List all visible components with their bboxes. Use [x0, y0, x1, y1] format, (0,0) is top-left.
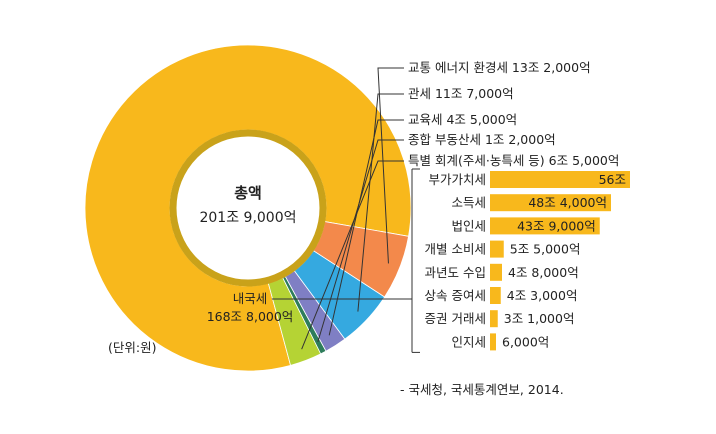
slice-label-0: 내국세 [233, 291, 268, 306]
slice-label-3: 교육세 4조 5,000억 [408, 112, 517, 127]
bar-value-1: 48조 4,000억 [528, 195, 607, 210]
leader-line-5 [377, 67, 404, 264]
bar-0 [490, 171, 630, 188]
bar-category-2: 법인세 [451, 218, 486, 233]
bar-category-3: 개별 소비세 [425, 242, 486, 257]
bar-value-4: 4조 8,000억 [508, 265, 579, 280]
bar-5 [490, 287, 501, 304]
slice-label-4: 관세 11조 7,000억 [408, 86, 514, 101]
bar-value-2: 43조 9,000억 [517, 218, 596, 233]
bar-7 [490, 333, 496, 351]
center-value: 201조 9,000억 [199, 210, 296, 226]
bar-category-6: 증권 거래세 [425, 311, 486, 326]
bar-1 [490, 194, 611, 212]
bar-value-7: 6,000억 [502, 334, 549, 349]
source-note: - 국세청, 국세통계연보, 2014. [400, 382, 564, 397]
slice-label-2: 종합 부동산세 1조 2,000억 [408, 132, 556, 147]
bar-4 [490, 263, 502, 281]
bar-3 [490, 240, 504, 258]
slice-value-0: 168조 8,000억 [207, 309, 294, 324]
donut-inner-ring [169, 129, 327, 287]
leader-line-3 [328, 119, 404, 336]
bar-value-5: 4조 3,000억 [507, 288, 578, 303]
center-label: 총액 [234, 184, 262, 202]
leader-line-1 [301, 160, 404, 350]
slice-label-1: 특별 회계(주세·농특세 등) 6조 5,000억 [408, 153, 619, 168]
donut-hole [177, 137, 319, 279]
bar-category-1: 소득세 [451, 195, 486, 210]
donut-chart [84, 44, 412, 372]
bar-value-3: 5조 5,000억 [510, 242, 581, 257]
bar-value-6: 3조 1,000억 [504, 311, 575, 326]
bar-category-7: 인지세 [451, 334, 486, 349]
leader-line-2 [317, 139, 404, 343]
leader-line-4 [357, 93, 404, 312]
bar-category-4: 과년도 수입 [425, 265, 486, 280]
slice-label-5: 교통 에너지 환경세 13조 2,000억 [408, 60, 591, 75]
bar-6 [490, 310, 498, 328]
bar-category-5: 상속 증여세 [425, 288, 486, 303]
bar-value-0: 56조 [599, 172, 626, 187]
bar-2 [490, 217, 600, 235]
bar-category-0: 부가가치세 [428, 172, 486, 187]
unit-note: (단위:원) [108, 340, 156, 355]
